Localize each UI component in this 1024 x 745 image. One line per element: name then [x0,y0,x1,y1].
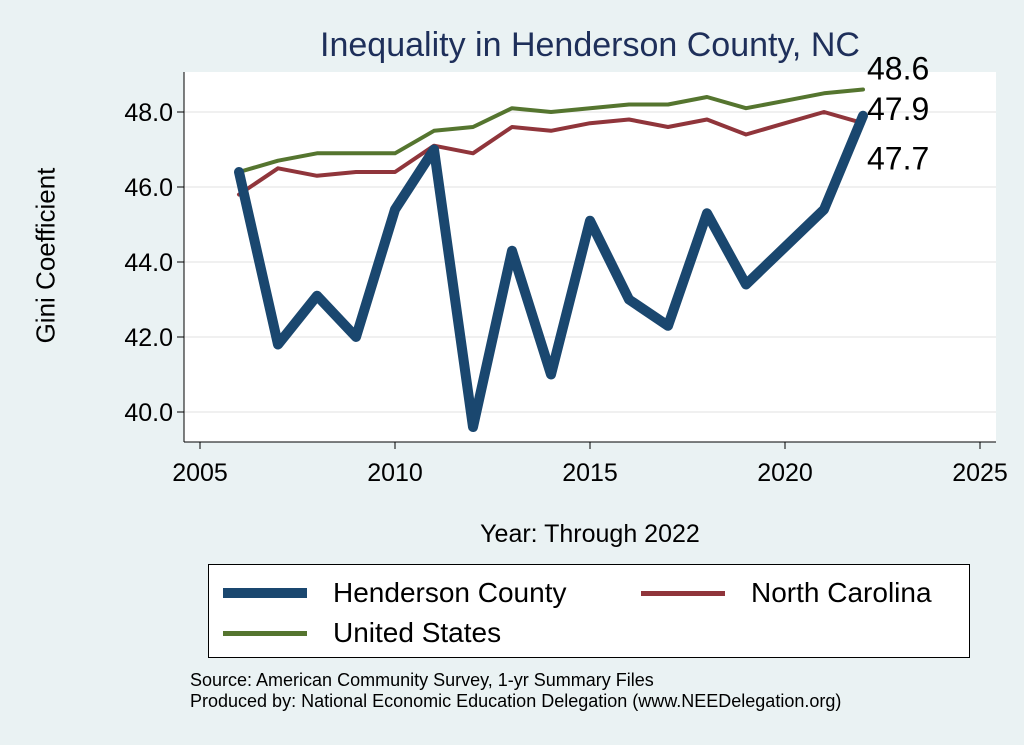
y-tick-label: 44.0 [124,249,173,277]
legend-swatch-north-carolina [641,590,725,596]
legend-item-henderson-county: Henderson County [223,577,566,609]
legend-swatch-henderson-county [223,588,307,598]
y-axis-label: Gini Coefficient [30,167,61,344]
series-line-henderson-county [234,110,868,432]
end-label-north-carolina: 47.7 [867,140,929,176]
legend-swatch-united-states [223,630,307,636]
axes: 40.0 42.0 44.0 46.0 48.0 2005 2010 2015 2020 2025 [124,72,1008,487]
legend: Henderson County North Carolina United S… [208,564,970,658]
end-label-united-states: 48.6 [867,51,929,87]
y-tick-label: 40.0 [124,399,173,427]
legend-item-united-states: United States [223,617,501,649]
y-tick-label: 46.0 [124,174,173,202]
x-tick-label: 2010 [367,459,423,487]
chart-title: Inequality in Henderson County, NC [320,26,860,64]
x-tick-label: 2025 [952,459,1008,487]
series-line-united-states [237,87,865,174]
y-tick-label: 42.0 [124,324,173,352]
x-tick-label: 2005 [172,459,228,487]
end-label-henderson-county: 47.9 [867,91,929,127]
legend-label-united-states: United States [333,617,502,648]
series-line-north-carolina [237,110,865,197]
x-tick-label: 2020 [757,459,813,487]
end-labels: 47.9 47.7 48.6 [867,51,929,177]
legend-item-north-carolina: North Carolina [641,577,932,609]
x-axis-label: Year: Through 2022 [480,520,700,548]
source-note: Source: American Community Survey, 1-yr … [190,670,841,712]
legend-label-henderson-county: Henderson County [333,577,567,608]
source-line: Source: American Community Survey, 1-yr … [190,670,654,690]
series-lines [234,87,868,432]
x-tick-label: 2015 [562,459,618,487]
legend-label-north-carolina: North Carolina [751,577,932,608]
produced-by-line: Produced by: National Economic Education… [190,691,842,711]
gridlines [184,111,996,413]
y-tick-label: 48.0 [124,99,173,127]
plot-area [184,72,996,442]
